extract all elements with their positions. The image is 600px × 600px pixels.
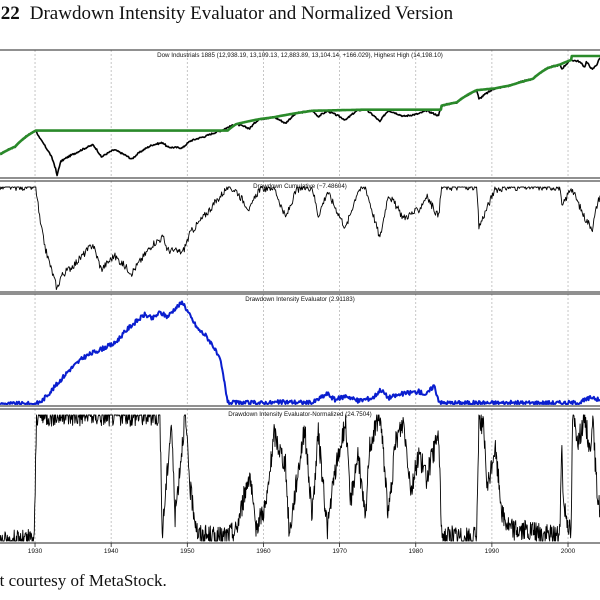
panel-title-1: Drawdown Cumulative (−7.48604) bbox=[253, 183, 347, 190]
figure-title: Drawdown Intensity Evaluator and Normali… bbox=[29, 3, 454, 24]
chart-canvas: Dow Industrials 1885 (12,938.19, 13,109.… bbox=[0, 49, 600, 555]
x-tick-label-4: 1970 bbox=[332, 548, 347, 555]
series-line-1-0 bbox=[0, 186, 600, 291]
series-line-0-1 bbox=[0, 54, 600, 156]
figure-caption: rt courtesy of MetaStock. bbox=[0, 571, 167, 590]
series-line-2-0 bbox=[0, 300, 600, 405]
x-tick-label-3: 1960 bbox=[256, 548, 271, 555]
figure-heading: .22 Drawdown Intensity Evaluator and Norm… bbox=[0, 3, 453, 31]
x-tick-label-0: 1930 bbox=[28, 548, 43, 555]
series-line-3-0 bbox=[0, 414, 600, 542]
x-tick-label-7: 2000 bbox=[561, 548, 576, 555]
series-line-0-0 bbox=[0, 57, 600, 177]
panel-title-2: Drawdown Intensity Evaluator (2.91183) bbox=[245, 296, 355, 303]
panel-title-0: Dow Industrials 1885 (12,938.19, 13,109.… bbox=[157, 52, 443, 59]
x-tick-label-5: 1980 bbox=[409, 548, 424, 555]
figure-number: .22 bbox=[0, 3, 20, 24]
x-tick-label-1: 1940 bbox=[104, 548, 119, 555]
x-tick-label-6: 1990 bbox=[485, 548, 500, 555]
x-tick-label-2: 1950 bbox=[180, 548, 195, 555]
panel-title-3: Drawdown Intensity Evaluator-Normalized … bbox=[228, 411, 371, 418]
